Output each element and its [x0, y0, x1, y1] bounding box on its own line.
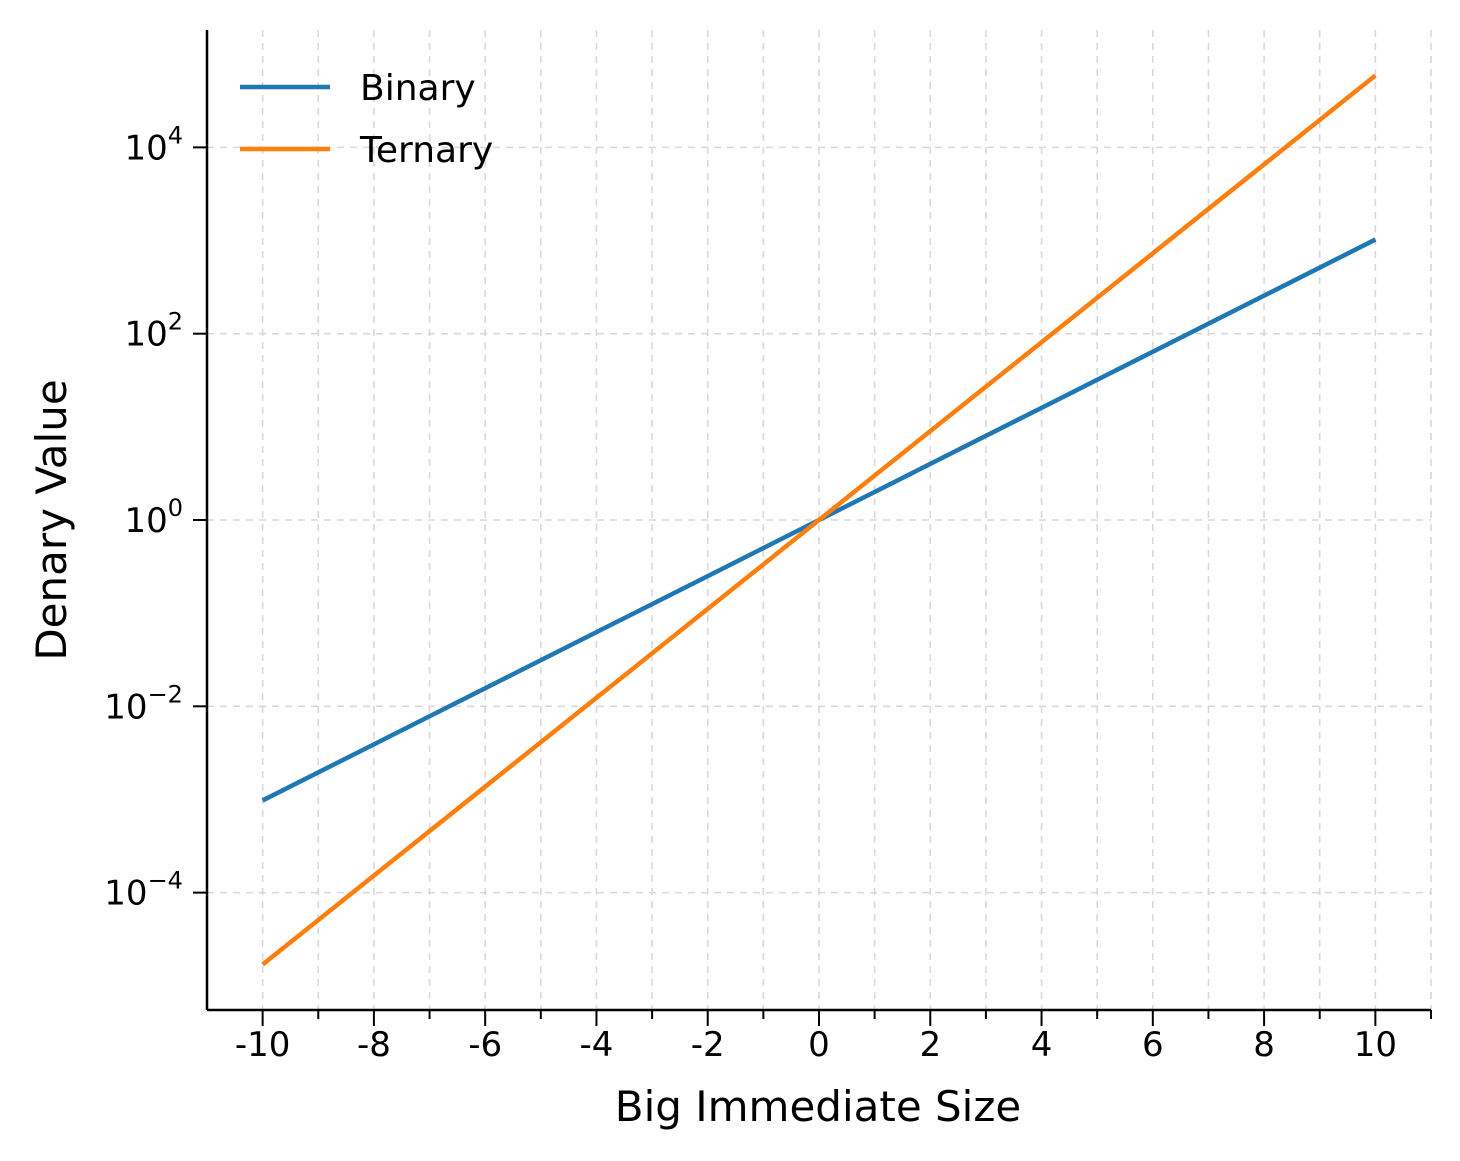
series-line-ternary — [261, 73, 1377, 967]
x-tick-label: 2 — [919, 1025, 941, 1065]
x-tick-label: -8 — [357, 1025, 391, 1065]
y-tick-label: 10−4 — [104, 867, 183, 914]
x-tick-label: -2 — [691, 1025, 725, 1065]
y-tick-label: 104 — [125, 121, 184, 168]
legend-label-binary: Binary — [360, 68, 476, 109]
x-tick-label: 4 — [1031, 1025, 1053, 1065]
y-tick-label: 102 — [125, 308, 184, 355]
y-tick-label: 100 — [125, 494, 184, 541]
x-tick-label: 6 — [1142, 1025, 1164, 1065]
x-tick-label: 8 — [1253, 1025, 1275, 1065]
y-ticks: 10−4 10−2 100 102 104 — [104, 121, 207, 914]
x-tick-label: -10 — [235, 1025, 291, 1065]
legend-label-ternary: Ternary — [359, 130, 493, 171]
legend: Binary Ternary — [240, 68, 493, 171]
series-lines — [261, 73, 1377, 967]
x-axis-label: Big Immediate Size — [615, 1082, 1022, 1131]
y-tick-label: 10−2 — [104, 680, 183, 727]
x-tick-label: 0 — [808, 1025, 830, 1065]
x-ticks: -10 -8 -6 -4 -2 0 2 4 6 8 10 — [235, 1010, 1432, 1065]
x-tick-label: -4 — [580, 1025, 614, 1065]
y-axis-label: Denary Value — [27, 379, 76, 660]
x-tick-label: 10 — [1354, 1025, 1397, 1065]
x-tick-label: -6 — [468, 1025, 502, 1065]
